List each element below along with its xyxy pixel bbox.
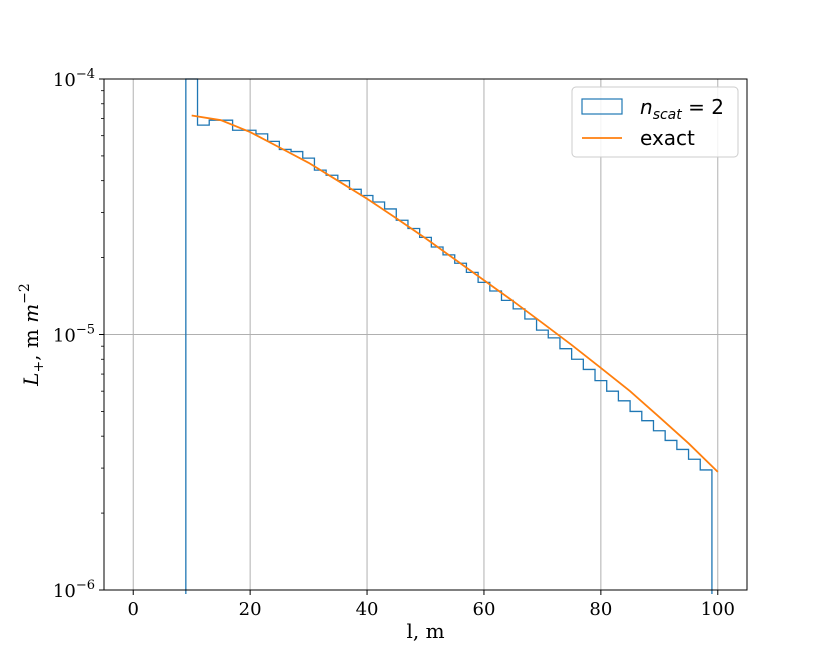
legend-histogram-swatch	[581, 98, 623, 115]
x-tick-label: 80	[589, 599, 612, 620]
series-layer	[185, 78, 719, 594]
legend-exact-label: exact	[640, 126, 695, 150]
legend-histogram-label: nscat = 2	[640, 95, 724, 123]
x-tick-label: 20	[239, 599, 262, 620]
x-axis-label: l, m	[406, 619, 444, 643]
y-tick-label: 10−5	[53, 323, 95, 347]
ticks: 0 20 40 60 80 100 10−6 10−5 10−4	[53, 67, 735, 620]
y-axis-label: L+, m m−2	[17, 283, 47, 387]
x-tick-label: 40	[356, 599, 379, 620]
y-tick-label: 10−4	[53, 67, 95, 91]
x-tick-label: 0	[128, 599, 139, 620]
x-tick-label: 100	[701, 599, 735, 620]
legend-box	[571, 86, 739, 158]
exact-series	[191, 114, 719, 473]
legend: nscat = 2 exact	[571, 86, 739, 158]
y-tick-label: 10−6	[53, 578, 95, 602]
x-tick-label: 60	[473, 599, 496, 620]
